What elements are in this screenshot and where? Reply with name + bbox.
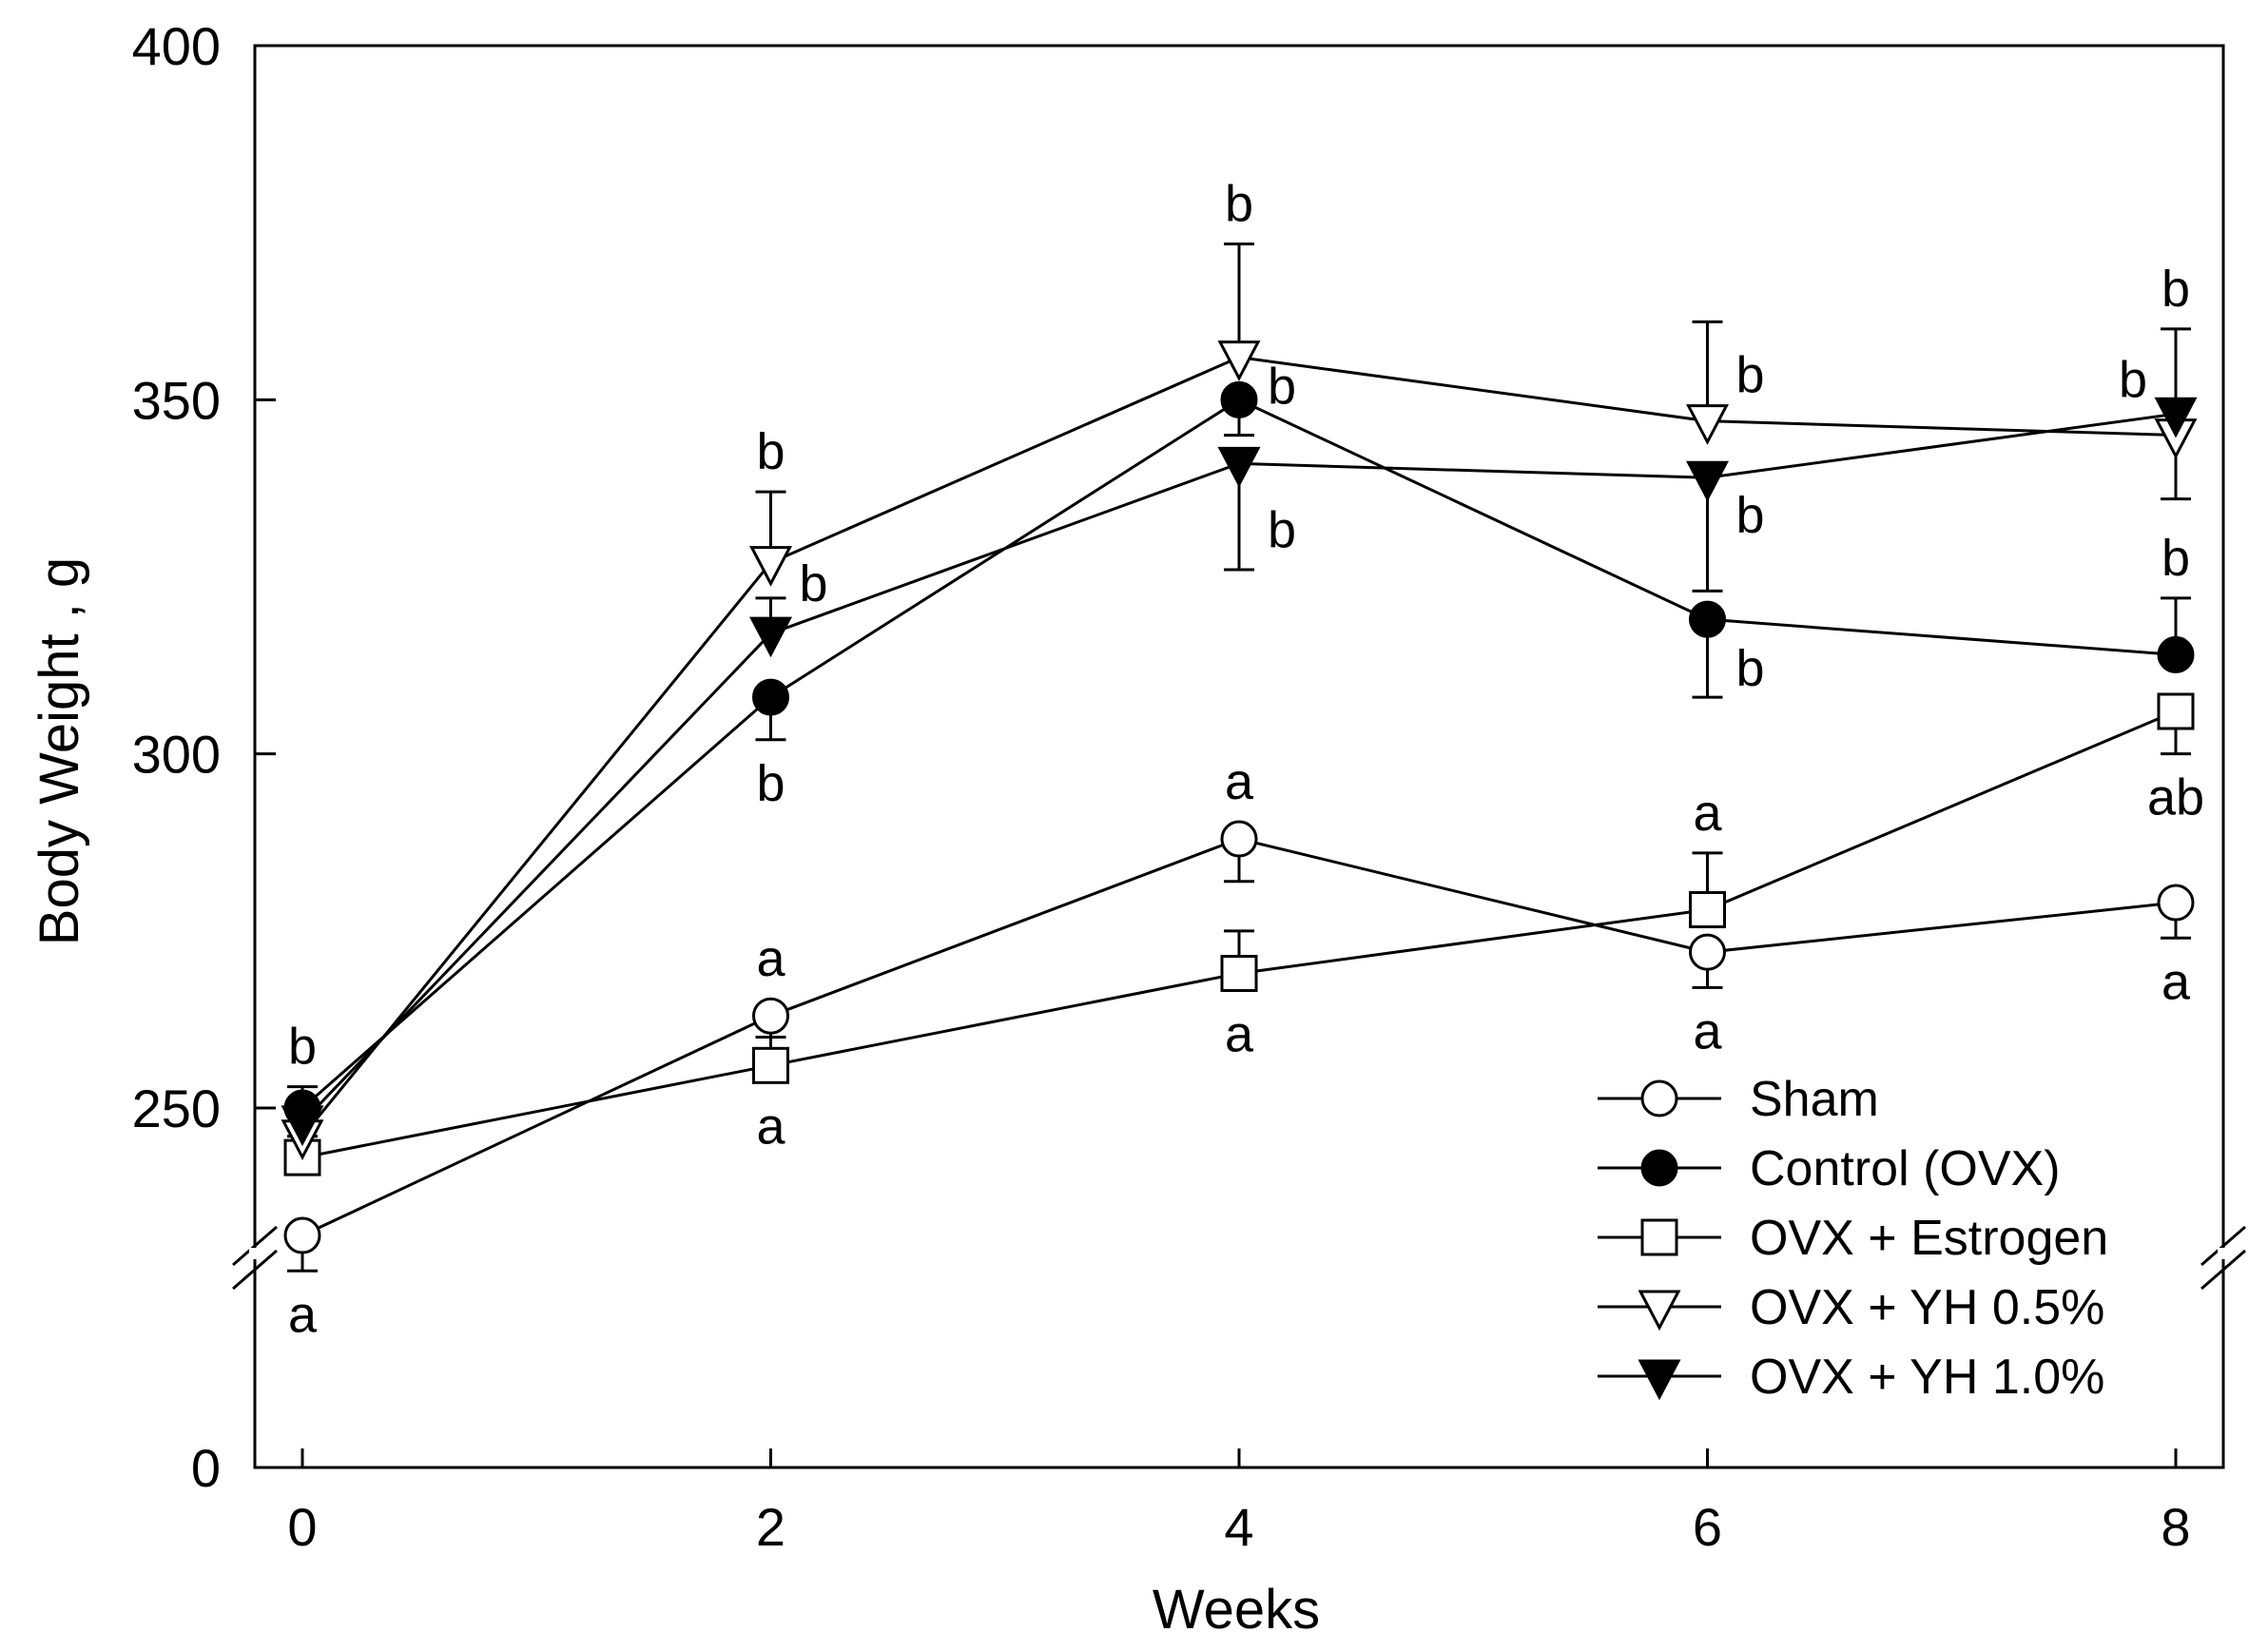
legend-entry: OVX + Estrogen [1598, 1211, 2108, 1266]
significance-label: b [1225, 176, 1253, 233]
data-point [2157, 692, 2195, 730]
data-point [283, 1216, 321, 1254]
significance-label: b [1268, 501, 1296, 558]
significance-label: b [2161, 261, 2190, 318]
data-point [1217, 340, 1261, 381]
legend-entry: Control (OVX) [1598, 1141, 2061, 1196]
y-tick-label: 0 [191, 1438, 221, 1498]
y-axis-break-right [2200, 1225, 2246, 1291]
data-point [749, 546, 792, 587]
legend-marker [1638, 1359, 1681, 1401]
data-point [2154, 397, 2198, 438]
data-point [1217, 446, 1261, 488]
legend-marker [1640, 1149, 1678, 1187]
legend-entry: Sham [1598, 1072, 1879, 1127]
data-point [1689, 933, 1726, 971]
data-point [1689, 600, 1726, 638]
data-point [1686, 404, 1729, 445]
legend: Sham Control (OVX) OVX + Estrogen OVX + YH … [1598, 1072, 2108, 1405]
data-point [2157, 884, 2195, 922]
data-point [749, 616, 792, 658]
significance-label: b [1736, 487, 1765, 544]
significance-label: a [756, 930, 785, 987]
significance-label: a [2161, 953, 2191, 1010]
data-point [2157, 635, 2195, 673]
significance-label: a [756, 1098, 785, 1155]
y-tick-label: 300 [132, 725, 221, 785]
y-axis-ticks: 0 250 300 350 400 [132, 16, 276, 1498]
x-tick-label: 2 [756, 1497, 785, 1557]
y-tick-label: 350 [132, 370, 221, 430]
legend-label: Sham [1750, 1072, 1879, 1127]
legend-label: OVX + YH 0.5% [1750, 1280, 2104, 1335]
y-tick-label: 250 [132, 1079, 221, 1138]
significance-label: a [1225, 753, 1254, 810]
x-axis-ticks: 0 2 4 6 8 [287, 1448, 2191, 1557]
y-tick-label: 400 [132, 16, 221, 76]
significance-label: a [1225, 1006, 1254, 1063]
significance-label: b [800, 555, 828, 612]
significance-label: b [288, 1019, 317, 1076]
series-layer [281, 243, 2198, 1273]
legend-label: Control (OVX) [1750, 1141, 2061, 1196]
data-point [1689, 890, 1726, 928]
significance-label: b [2161, 530, 2190, 587]
x-tick-label: 0 [287, 1497, 317, 1557]
significance-label: b [756, 423, 785, 480]
x-tick-label: 4 [1224, 1497, 1253, 1557]
x-tick-label: 6 [1693, 1497, 1722, 1557]
significance-label: b [756, 755, 785, 812]
legend-label: OVX + Estrogen [1750, 1211, 2108, 1266]
y-axis-title: Body Weight , g [29, 557, 90, 945]
significance-label: a [288, 1286, 318, 1343]
legend-entry: OVX + YH 1.0% [1598, 1350, 2104, 1405]
data-point [1220, 380, 1258, 418]
data-point [752, 1046, 789, 1084]
significance-label: b [2119, 352, 2147, 409]
significance-label: a [1693, 785, 1722, 842]
data-point [752, 997, 789, 1035]
legend-marker [1638, 1290, 1681, 1331]
significance-label: b [1736, 347, 1765, 404]
legend-marker [1640, 1079, 1678, 1118]
data-point [752, 678, 789, 716]
significance-label: ab [2147, 769, 2204, 826]
legend-entry: OVX + YH 0.5% [1598, 1280, 2104, 1335]
y-axis-break-left [232, 1225, 278, 1291]
significance-label: b [1736, 640, 1765, 697]
legend-marker [1640, 1218, 1678, 1256]
x-axis-title: Weeks [1153, 1579, 1320, 1641]
x-tick-label: 8 [2161, 1497, 2190, 1557]
data-point [281, 1105, 324, 1147]
significance-label: b [1268, 358, 1296, 415]
data-point [1686, 460, 1729, 502]
data-point [1220, 955, 1258, 993]
data-point [1220, 820, 1258, 858]
legend-label: OVX + YH 1.0% [1750, 1350, 2104, 1405]
significance-label: a [1693, 1002, 1722, 1059]
